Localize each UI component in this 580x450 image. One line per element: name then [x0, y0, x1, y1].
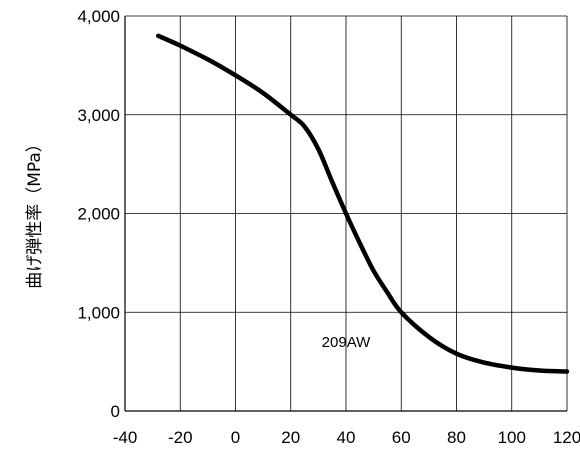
x-tick-labels: -40 -20 0 20 40 60 80 100 120: [113, 428, 580, 447]
x-tick-label: 0: [231, 428, 240, 447]
grid-lines: [125, 15, 568, 411]
series-label: 209AW: [322, 334, 371, 351]
y-tick-label: 0: [111, 402, 120, 421]
x-tick-label: 40: [337, 428, 356, 447]
x-tick-label: 60: [392, 428, 411, 447]
x-tick-label: 80: [447, 428, 466, 447]
series-line-209aw: [155, 33, 570, 374]
y-tick-label: 2,000: [77, 205, 120, 224]
x-tick-label: -20: [168, 428, 193, 447]
y-tick-labels: 0 1,000 2,000 3,000 4,000: [77, 7, 120, 421]
y-tick-label: 3,000: [77, 106, 120, 125]
series-group: [155, 33, 570, 374]
x-tick-label: -40: [113, 428, 138, 447]
axes: [124, 16, 567, 412]
annotations: 209AW: [322, 334, 371, 351]
x-tick-label: 100: [498, 428, 526, 447]
x-tick-label: 20: [281, 428, 300, 447]
x-tick-label: 120: [553, 428, 580, 447]
y-axis-label: 曲げ弾性率（MPa）: [25, 135, 45, 289]
y-tick-label: 1,000: [77, 303, 120, 322]
y-tick-label: 4,000: [77, 7, 120, 26]
